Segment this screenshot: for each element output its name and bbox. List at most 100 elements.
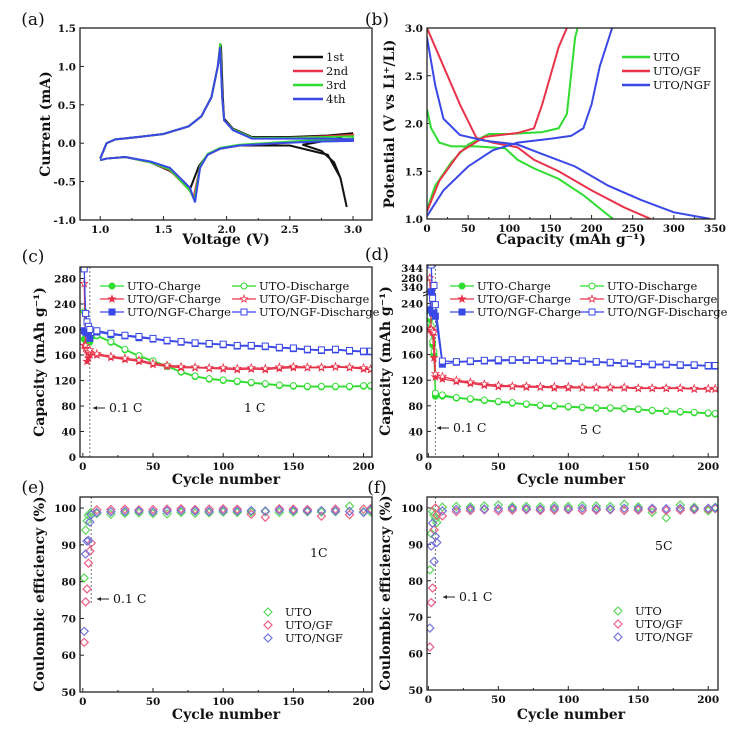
data-point bbox=[82, 310, 90, 318]
x-tick-label: 100 bbox=[212, 696, 234, 708]
x-tick-label: 150 bbox=[282, 696, 304, 708]
y-tick-label: 40 bbox=[61, 426, 76, 438]
data-point bbox=[107, 329, 115, 337]
y-tick-label: 200 bbox=[401, 324, 423, 336]
legend-label: UTO/NGF-Discharge bbox=[259, 305, 380, 319]
data-point bbox=[521, 504, 532, 515]
data-point bbox=[704, 361, 712, 369]
data-point bbox=[494, 356, 502, 364]
data-point bbox=[480, 356, 488, 364]
data-point bbox=[676, 408, 684, 416]
plot-frame bbox=[426, 27, 716, 220]
data-point bbox=[648, 360, 656, 368]
data-point bbox=[689, 502, 700, 513]
legend-label: UTO/GF bbox=[285, 618, 333, 632]
data-point bbox=[465, 377, 476, 387]
x-axis-label: Cycle number bbox=[172, 472, 281, 488]
data-point bbox=[232, 504, 243, 514]
data-point bbox=[176, 361, 186, 371]
data-point bbox=[479, 501, 490, 511]
data-point bbox=[427, 265, 435, 269]
data-point bbox=[493, 380, 504, 390]
charge-curve-UTO bbox=[427, 28, 579, 210]
y-tick-label: 2.5 bbox=[405, 71, 423, 83]
y-tick-label: 0.0 bbox=[58, 138, 76, 150]
panel-a: (a) 1.0 1.5 2.0 2.5 3.0 -1.0 -0.5 0.0 0.5 1.0 1.5 Vo… bbox=[21, 10, 373, 248]
data-point bbox=[675, 382, 685, 392]
x-tick-label: 1.5 bbox=[154, 224, 172, 236]
data-point bbox=[493, 500, 504, 510]
data-point bbox=[430, 281, 438, 289]
data-point bbox=[563, 504, 574, 515]
data-point bbox=[120, 353, 130, 363]
data-point bbox=[86, 325, 94, 333]
data-point bbox=[675, 503, 686, 514]
y-axis-label: Capacity (mAh g⁻¹) bbox=[32, 287, 48, 437]
data-point bbox=[247, 378, 255, 386]
panel-letter: (b) bbox=[365, 10, 389, 30]
data-point bbox=[80, 267, 88, 273]
data-point bbox=[452, 358, 460, 366]
annotation-low-rate: 0.1 C bbox=[113, 591, 146, 606]
legend-label: UTO/GF bbox=[635, 617, 683, 631]
data-point bbox=[344, 501, 355, 512]
data-point bbox=[592, 404, 600, 412]
legend-marker bbox=[108, 308, 116, 316]
data-point bbox=[661, 382, 671, 392]
y-tick-label: 50 bbox=[61, 687, 76, 699]
data-point bbox=[549, 501, 560, 511]
data-point bbox=[289, 382, 297, 390]
y-tick-label: 60 bbox=[408, 649, 423, 661]
x-tick-label: 50 bbox=[491, 694, 506, 706]
legend-marker bbox=[458, 282, 466, 290]
data-point bbox=[563, 381, 573, 391]
y-tick-label: 1.0 bbox=[58, 61, 76, 73]
data-point bbox=[429, 510, 439, 521]
data-point bbox=[494, 397, 502, 405]
x-tick-label: 2.0 bbox=[217, 224, 235, 236]
x-axis-label: Cycle number bbox=[517, 707, 626, 723]
annotation-high-rate: 1 C bbox=[244, 400, 266, 415]
data-point bbox=[438, 357, 446, 365]
data-point bbox=[246, 362, 256, 372]
data-point bbox=[106, 504, 116, 515]
data-point bbox=[316, 507, 327, 517]
plot-area bbox=[427, 257, 718, 457]
data-point bbox=[465, 501, 476, 512]
data-point bbox=[176, 503, 186, 514]
data-point bbox=[134, 506, 144, 516]
data-point bbox=[120, 506, 130, 517]
data-point bbox=[563, 501, 574, 512]
charge-curve-UTO/GF bbox=[427, 28, 568, 212]
data-point bbox=[86, 538, 97, 548]
x-tick-label: 200 bbox=[353, 696, 375, 708]
data-point bbox=[647, 504, 658, 515]
data-point bbox=[80, 549, 91, 559]
data-point bbox=[564, 402, 572, 410]
data-point bbox=[330, 504, 341, 514]
y-axis-label: Potential (V vs Li⁺/Li) bbox=[382, 40, 398, 209]
x-tick-label: 100 bbox=[212, 461, 234, 473]
x-tick-label: 0 bbox=[425, 694, 432, 706]
arrowhead-icon bbox=[97, 597, 101, 601]
data-point bbox=[367, 382, 372, 390]
x-tick-label: 250 bbox=[622, 223, 644, 235]
legend-label: UTO/NGF-Charge bbox=[127, 305, 231, 319]
annotation-low-rate: 0.1 C bbox=[459, 589, 492, 604]
data-point bbox=[427, 257, 433, 263]
panel-letter: (e) bbox=[21, 478, 44, 498]
data-point bbox=[204, 507, 215, 518]
data-point bbox=[330, 506, 341, 516]
y-tick-label: 100 bbox=[54, 503, 76, 515]
discharge-curve-UTO/NGF bbox=[427, 37, 712, 219]
legend-label: UTO-Charge bbox=[127, 279, 201, 293]
data-point bbox=[274, 503, 285, 514]
data-point bbox=[80, 637, 90, 648]
data-point bbox=[704, 409, 712, 417]
data-point bbox=[148, 358, 158, 368]
data-point bbox=[427, 528, 437, 539]
